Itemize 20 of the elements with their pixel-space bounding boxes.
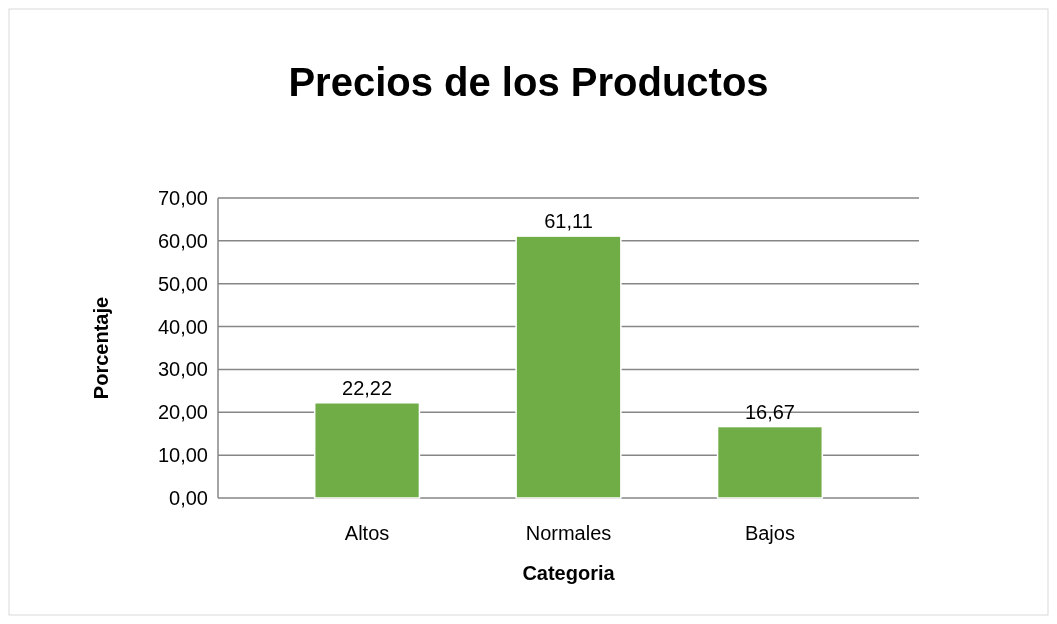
data-label: 16,67 [744,400,795,423]
y-tick-label: 10,00 [157,444,208,467]
y-tick-label: 50,00 [157,272,208,295]
chart-title: Precios de los Productos [288,60,769,104]
x-tick-label: Altos [344,522,390,544]
data-label: 61,11 [544,210,593,233]
bar [313,402,421,499]
y-tick-label: 30,00 [157,358,208,381]
y-tick-label: 20,00 [157,401,208,424]
x-axis-title: Categoria [522,562,616,584]
bar [716,425,824,499]
x-tick-label: Bajos [744,522,795,544]
x-tick-label: Normales [525,522,612,544]
bar [515,235,622,499]
y-tick-label: 70,00 [157,187,208,209]
y-tick-label: 0,00 [169,487,208,509]
y-axis-title: Porcentaje [90,296,112,400]
data-label: 22,22 [342,376,393,399]
y-tick-label: 60,00 [157,229,208,252]
y-tick-label: 40,00 [157,315,208,338]
